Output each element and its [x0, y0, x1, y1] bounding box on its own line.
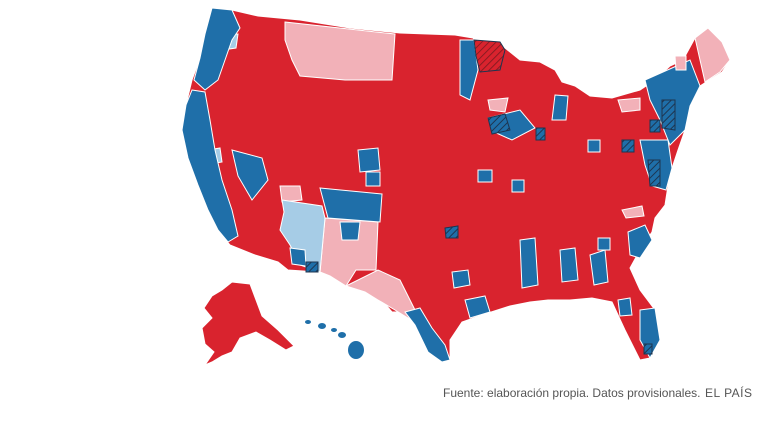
michigan-blue	[551, 94, 569, 121]
az-flip	[305, 261, 319, 273]
kansas-city-blue	[477, 169, 493, 183]
minnesota-east	[459, 39, 479, 101]
florida-north	[617, 297, 633, 317]
texas-houston	[464, 295, 491, 319]
denver-blue	[365, 171, 381, 187]
ne-light-red	[674, 55, 687, 71]
california-coast	[181, 89, 239, 243]
wisconsin-light	[487, 97, 509, 113]
carolina-coast	[627, 224, 653, 259]
iowa-flip	[487, 113, 511, 135]
alabama-black-belt	[559, 247, 579, 283]
georgia-blue	[589, 249, 609, 286]
hawaii	[305, 320, 364, 359]
brand-logo: EL PAÍS	[705, 386, 753, 400]
pa-flip	[621, 139, 635, 153]
montana	[284, 21, 396, 81]
new-mexico	[319, 217, 379, 287]
colorado-central	[319, 187, 383, 223]
new-mexico-north	[339, 221, 361, 241]
kansas-flip	[444, 225, 459, 239]
colorado-north	[357, 147, 381, 173]
minnesota-flip	[473, 39, 506, 73]
st-louis-blue	[511, 179, 525, 193]
az-south-blue	[289, 247, 307, 267]
nevada-south	[231, 149, 269, 201]
virginia-light	[621, 205, 645, 219]
florida-flip	[643, 343, 653, 355]
sw-light-2	[279, 185, 303, 203]
atlanta-blue	[597, 237, 611, 251]
illinois-flip	[535, 127, 546, 141]
nj-flip	[661, 99, 676, 131]
source-note: Fuente: elaboración propia. Datos provis…	[443, 386, 701, 400]
pennsylvania-light	[617, 97, 641, 113]
ny-flip	[649, 119, 661, 133]
texas-south	[404, 307, 451, 363]
alaska	[201, 281, 295, 367]
maine	[694, 27, 731, 83]
texas-dallas	[451, 269, 471, 289]
ohio-blue	[587, 139, 601, 153]
mississippi-delta	[519, 237, 539, 289]
va-flip	[647, 159, 661, 187]
pacific-northwest	[193, 7, 241, 91]
